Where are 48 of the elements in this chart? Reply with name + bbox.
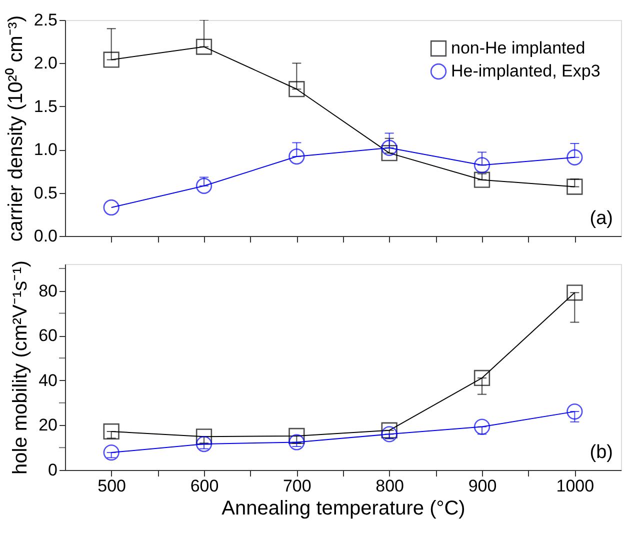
x-axis-title: Annealing temperature (°C) (222, 498, 466, 520)
x-tick-label: 800 (376, 476, 404, 496)
point (474, 370, 490, 386)
point (103, 199, 120, 216)
x-tick-label: 900 (468, 476, 497, 496)
legend-label: non-He implanted (451, 38, 586, 58)
point (288, 434, 305, 450)
point (566, 149, 583, 166)
point (196, 428, 212, 445)
point (566, 178, 583, 195)
y-tick-label: 2.5 (34, 10, 58, 30)
point (381, 426, 398, 442)
x-tick-label: 1000 (556, 476, 594, 496)
y-tick-label: 2.0 (34, 54, 58, 73)
point (566, 404, 583, 420)
point (474, 418, 490, 435)
point (474, 172, 490, 188)
y-tick-label: 0.0 (34, 226, 58, 246)
y-tick-label: 0 (48, 460, 58, 480)
point (381, 140, 398, 156)
point (288, 81, 305, 98)
point (566, 284, 583, 301)
y-axis-title: carrier density (10²⁰ cm⁻³) (4, 15, 27, 242)
point (381, 144, 398, 162)
point (474, 157, 490, 174)
x-tick-label: 700 (282, 476, 312, 496)
y-tick-label: 0.5 (34, 183, 58, 202)
y-tick-label: 40 (38, 370, 58, 390)
y-tick-label: 60 (38, 326, 58, 346)
point (103, 423, 120, 440)
annotation: (b) (590, 442, 613, 463)
point (196, 436, 212, 452)
point (288, 428, 305, 444)
y-axis-title: hole mobility (cm²V⁻¹s⁻¹) (10, 260, 32, 475)
point (288, 148, 305, 165)
point (103, 52, 120, 68)
legend-label: He-implanted, Exp3 (451, 62, 600, 80)
x-tick-label: 600 (190, 476, 219, 496)
annotation: (a) (590, 208, 613, 229)
y-tick-label: 1.5 (34, 96, 58, 116)
y-tick-label: 20 (38, 416, 58, 435)
y-tick-label: 1.0 (34, 140, 58, 160)
point (196, 38, 212, 55)
point (103, 444, 120, 461)
x-tick-label: 500 (98, 476, 126, 496)
point (196, 178, 212, 194)
y-tick-label: 80 (38, 281, 58, 300)
point (381, 422, 398, 438)
